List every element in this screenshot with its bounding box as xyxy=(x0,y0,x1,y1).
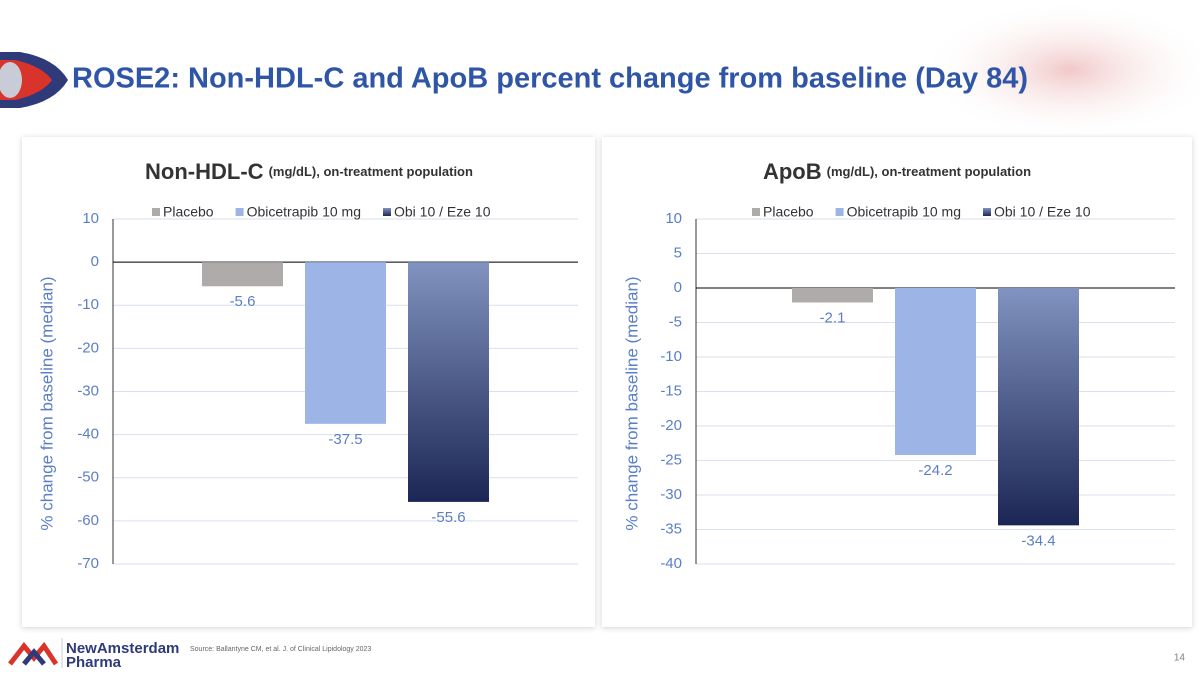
decor xyxy=(920,0,1200,140)
footer-logo-mark xyxy=(8,641,59,666)
legend-label: Obicetrapib 10 mg xyxy=(847,204,961,220)
y-axis-label: % change from baseline (median) xyxy=(37,276,56,530)
page-number: 14 xyxy=(1174,653,1186,664)
legend-swatch xyxy=(983,208,991,216)
bar xyxy=(998,288,1079,526)
legend-swatch xyxy=(752,208,760,216)
y-tick-label: -5 xyxy=(669,313,682,330)
data-label: -34.4 xyxy=(1021,532,1055,549)
y-tick-label: 0 xyxy=(674,279,682,296)
y-tick-label: -40 xyxy=(660,555,682,572)
y-tick-label: -40 xyxy=(77,426,99,443)
y-axis-label: % change from baseline (median) xyxy=(622,276,641,530)
chart-title-note: (mg/dL), on-treatment population xyxy=(269,164,473,179)
y-tick-label: 5 xyxy=(674,244,682,261)
bar xyxy=(202,262,283,287)
legend-swatch xyxy=(235,208,244,216)
chart-title-main: Non-HDL-C xyxy=(145,159,264,184)
header-logo-shape xyxy=(0,62,22,98)
bar xyxy=(895,288,976,455)
bar xyxy=(305,262,386,424)
y-tick-label: 0 xyxy=(91,253,99,270)
slide-title: ROSE2: Non-HDL-C and ApoB percent change… xyxy=(72,63,1028,95)
y-tick-label: -60 xyxy=(77,512,99,529)
y-tick-label: -30 xyxy=(660,486,682,503)
logo-text: Pharma xyxy=(66,654,122,671)
source-note: Source: Ballantyne CM, et al. J. of Clin… xyxy=(190,646,371,653)
legend-label: Obicetrapib 10 mg xyxy=(247,204,361,220)
y-tick-label: -70 xyxy=(77,555,99,572)
chart-title-main: ApoB xyxy=(763,159,822,184)
data-label: -2.1 xyxy=(820,309,846,326)
y-tick-label: -20 xyxy=(77,339,99,356)
y-tick-label: 10 xyxy=(82,210,99,227)
y-tick-label: -25 xyxy=(660,451,682,468)
y-tick-label: -10 xyxy=(660,348,682,365)
legend-label: Obi 10 / Eze 10 xyxy=(394,204,491,220)
y-tick-label: -30 xyxy=(77,382,99,399)
legend-label: Placebo xyxy=(763,204,814,220)
legend-swatch xyxy=(383,208,391,216)
y-tick-label: -10 xyxy=(77,296,99,313)
charts: Non-HDL-C (mg/dL), on-treatment populatio… xyxy=(37,159,1175,572)
legend-label: Obi 10 / Eze 10 xyxy=(994,204,1091,220)
data-label: -5.6 xyxy=(230,293,256,310)
bar xyxy=(792,288,873,303)
legend-label: Placebo xyxy=(163,204,214,220)
y-tick-label: -20 xyxy=(660,417,682,434)
legend-swatch xyxy=(152,208,160,216)
chart-title: ApoB (mg/dL), on-treatment population xyxy=(763,159,1031,184)
chart-title-note: (mg/dL), on-treatment population xyxy=(827,164,1031,179)
y-tick-label: -35 xyxy=(660,520,682,537)
y-tick-label: 10 xyxy=(665,210,682,227)
chart-title: Non-HDL-C (mg/dL), on-treatment populatio… xyxy=(145,159,473,184)
data-label: -55.6 xyxy=(431,509,465,526)
logo-text: NewAmsterdam xyxy=(66,640,179,657)
data-label: -24.2 xyxy=(918,462,952,479)
legend-swatch xyxy=(835,208,844,216)
y-tick-label: -15 xyxy=(660,382,682,399)
bar xyxy=(408,262,489,502)
footer-logo-mark xyxy=(22,648,46,666)
data-label: -37.5 xyxy=(328,431,362,448)
y-tick-label: -50 xyxy=(77,469,99,486)
